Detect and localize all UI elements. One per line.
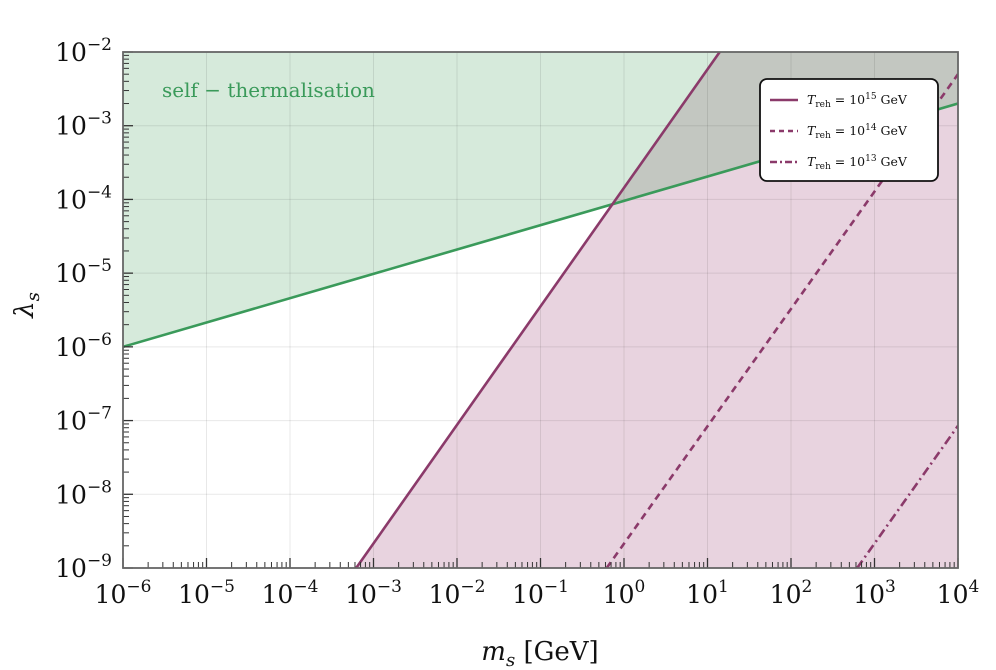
x-tick-label: 103 <box>853 577 896 609</box>
tick-labels: 10−6 10−5 10−4 10−3 10−2 10−1 100 101 102 103 104 1… <box>55 35 979 609</box>
self-thermalisation-label: self − thermalisation <box>162 78 375 102</box>
x-tick-label: 10−1 <box>512 577 569 609</box>
x-tick-label: 102 <box>770 577 813 609</box>
y-tick-label: 10−2 <box>55 35 112 67</box>
y-tick-label: 10−6 <box>55 330 112 362</box>
legend-entry-15: Treh = 1015 GeV <box>807 92 908 110</box>
plot-border <box>122 51 959 569</box>
plot-frame <box>122 51 959 569</box>
legend-entry-14: Treh = 1014 GeV <box>807 123 908 141</box>
y-tick-label: 10−7 <box>55 404 112 436</box>
y-tick-label: 10−3 <box>55 109 112 141</box>
x-tick-label: 10−4 <box>262 577 319 609</box>
legend-box <box>759 78 939 182</box>
x-tick-label: 100 <box>603 577 646 609</box>
y-tick-label: 10−4 <box>55 182 112 214</box>
x-axis-title: ms [GeV] <box>481 637 598 670</box>
y-axis-title: λs <box>10 292 44 319</box>
y-tick-label: 10−9 <box>55 551 112 583</box>
shaded-regions <box>123 52 958 568</box>
x-tick-label: 104 <box>937 577 980 609</box>
y-tick-label: 10−5 <box>55 256 112 288</box>
x-tick-label: 10−6 <box>95 577 152 609</box>
reheating-line-15 <box>355 52 721 568</box>
x-tick-label: 10−2 <box>429 577 486 609</box>
annotations: self − thermalisation <box>162 78 375 102</box>
legend-entry-13: Treh = 1013 GeV <box>807 154 908 172</box>
legend: Treh = 1015 GeV Treh = 1014 GeV Treh = 101… <box>759 78 939 182</box>
x-tick-label: 10−5 <box>178 577 235 609</box>
y-tick-label: 10−8 <box>55 477 112 509</box>
x-tick-label: 10−3 <box>345 577 402 609</box>
x-tick-label: 101 <box>686 577 729 609</box>
axis-titles: ms [GeV] λs <box>10 292 599 670</box>
self-thermalisation-region <box>123 52 720 347</box>
reheating-region <box>356 103 958 568</box>
